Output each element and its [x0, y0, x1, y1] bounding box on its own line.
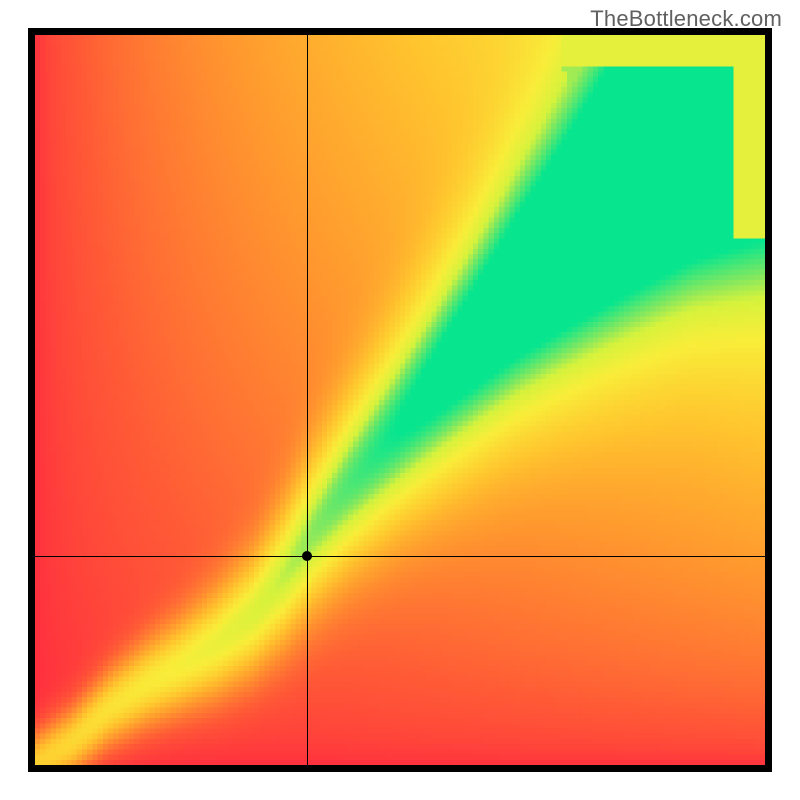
crosshair-horizontal [35, 556, 765, 557]
bottleneck-heatmap [35, 35, 765, 765]
plot-frame [28, 28, 772, 772]
watermark-text: TheBottleneck.com [590, 6, 782, 32]
crosshair-vertical [307, 35, 308, 765]
